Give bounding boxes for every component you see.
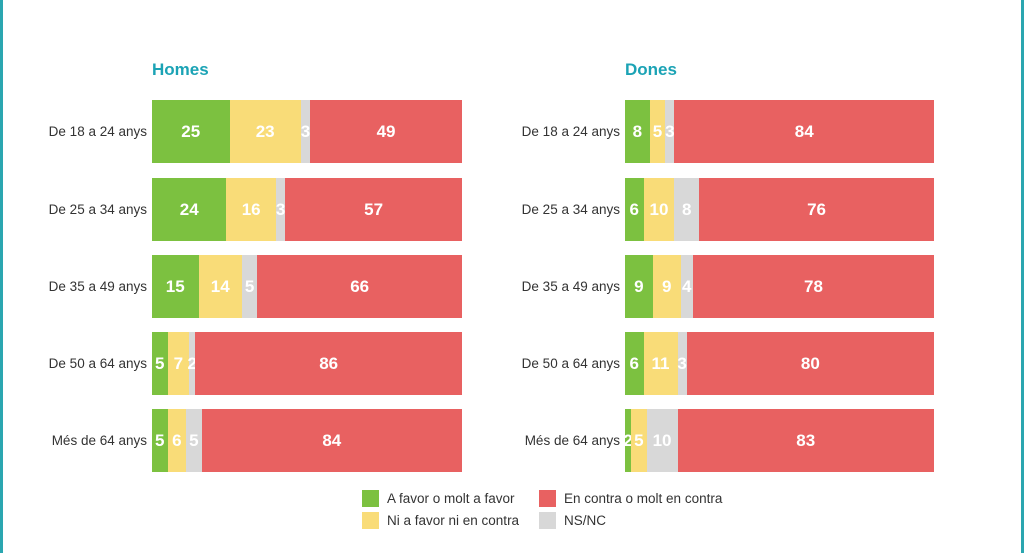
legend-label-neutral: Ni a favor ni en contra bbox=[387, 512, 520, 528]
bar-segment-nsnc: 8 bbox=[674, 178, 700, 241]
frame-border-left bbox=[0, 0, 3, 553]
legend-swatch-nsnc bbox=[539, 511, 556, 529]
bar-segment-neutral: 9 bbox=[652, 255, 681, 318]
legend: A favor o molt a favor En contra o molt … bbox=[362, 489, 782, 529]
stacked-bar-dones: 6 10 8 76 bbox=[625, 178, 934, 241]
bar-segment-contra: 76 bbox=[699, 178, 934, 241]
legend-label-favor: A favor o molt a favor bbox=[387, 490, 515, 506]
bar-segment-favor: 6 bbox=[625, 332, 644, 395]
bar-segment-nsnc: 2 bbox=[188, 332, 197, 395]
bar-segment-neutral: 5 bbox=[649, 100, 666, 163]
category-label: De 18 a 24 anys bbox=[48, 124, 147, 139]
bar-segment-favor: 9 bbox=[625, 255, 653, 318]
bar-segment-contra: 84 bbox=[201, 409, 462, 472]
stacked-bar-dones: 9 9 4 78 bbox=[625, 255, 934, 318]
legend-swatch-neutral bbox=[362, 511, 379, 529]
bar-segment-nsnc: 3 bbox=[301, 100, 310, 163]
bar-segment-neutral: 7 bbox=[167, 332, 190, 395]
stacked-bar-homes: 5 7 2 86 bbox=[152, 332, 462, 395]
bar-segment-neutral: 10 bbox=[643, 178, 675, 241]
stacked-bar-homes: 25 23 3 49 bbox=[152, 100, 462, 163]
bar-segment-contra: 84 bbox=[674, 100, 934, 163]
bar-segment-favor: 24 bbox=[152, 178, 227, 241]
legend-swatch-favor bbox=[362, 489, 379, 507]
bar-segment-contra: 49 bbox=[310, 100, 462, 163]
bar-segment-neutral: 23 bbox=[229, 100, 301, 163]
legend-item-favor: A favor o molt a favor bbox=[362, 489, 515, 507]
category-label: De 35 a 49 anys bbox=[48, 279, 147, 294]
bar-segment-contra: 57 bbox=[285, 178, 462, 241]
category-label: De 50 a 64 anys bbox=[521, 356, 620, 371]
legend-label-nsnc: NS/NC bbox=[564, 512, 607, 528]
frame-border-right bbox=[1021, 0, 1024, 553]
bar-segment-favor: 2 bbox=[623, 409, 633, 472]
legend-swatch-contra bbox=[539, 489, 556, 507]
bar-segment-favor: 15 bbox=[152, 255, 199, 318]
bar-segment-nsnc: 3 bbox=[665, 100, 675, 163]
legend-item-neutral: Ni a favor ni en contra bbox=[362, 511, 519, 529]
bar-segment-neutral: 14 bbox=[198, 255, 242, 318]
category-label: Més de 64 anys bbox=[51, 433, 147, 448]
panel-title-homes: Homes bbox=[152, 60, 209, 79]
category-label: De 25 a 34 anys bbox=[521, 202, 620, 217]
bar-segment-favor: 25 bbox=[152, 100, 230, 163]
category-label: De 50 a 64 anys bbox=[48, 356, 147, 371]
stacked-bar-dones: 6 11 3 80 bbox=[625, 332, 934, 395]
stacked-bar-dones: 2 5 10 83 bbox=[623, 409, 934, 472]
category-label: De 18 a 24 anys bbox=[521, 124, 620, 139]
category-label: De 25 a 34 anys bbox=[48, 202, 147, 217]
stacked-bar-homes: 24 16 3 57 bbox=[152, 178, 462, 241]
bar-segment-nsnc: 3 bbox=[677, 332, 687, 395]
bar-segment-contra: 80 bbox=[686, 332, 934, 395]
legend-label-contra: En contra o molt en contra bbox=[564, 490, 723, 506]
category-label: Més de 64 anys bbox=[524, 433, 620, 448]
bar-segment-neutral: 6 bbox=[167, 409, 187, 472]
stacked-bar-homes: 5 6 5 84 bbox=[152, 409, 462, 472]
panel-title-dones: Dones bbox=[625, 60, 677, 79]
legend-item-nsnc: NS/NC bbox=[539, 511, 606, 529]
bar-segment-nsnc: 4 bbox=[680, 255, 693, 318]
legend-item-contra: En contra o molt en contra bbox=[539, 489, 722, 507]
bar-segment-favor: 6 bbox=[625, 178, 644, 241]
bar-segment-nsnc: 5 bbox=[186, 409, 202, 472]
bar-segment-neutral: 11 bbox=[643, 332, 678, 395]
bar-segment-nsnc: 5 bbox=[241, 255, 258, 318]
stacked-bar-homes: 15 14 5 66 bbox=[152, 255, 462, 318]
bar-segment-neutral: 5 bbox=[631, 409, 647, 472]
bar-segment-favor: 5 bbox=[152, 409, 168, 472]
bar-segment-neutral: 16 bbox=[226, 178, 276, 241]
bar-segment-nsnc: 3 bbox=[276, 178, 285, 241]
bar-segment-contra: 83 bbox=[677, 409, 934, 472]
bar-segment-contra: 66 bbox=[257, 255, 462, 318]
bar-segment-contra: 78 bbox=[692, 255, 934, 318]
category-label: De 35 a 49 anys bbox=[521, 279, 620, 294]
stacked-bar-dones: 8 5 3 84 bbox=[625, 100, 934, 163]
bar-segment-contra: 86 bbox=[195, 332, 462, 395]
bar-segment-favor: 5 bbox=[152, 332, 168, 395]
bar-segment-favor: 8 bbox=[625, 100, 650, 163]
bar-segment-nsnc: 10 bbox=[646, 409, 678, 472]
